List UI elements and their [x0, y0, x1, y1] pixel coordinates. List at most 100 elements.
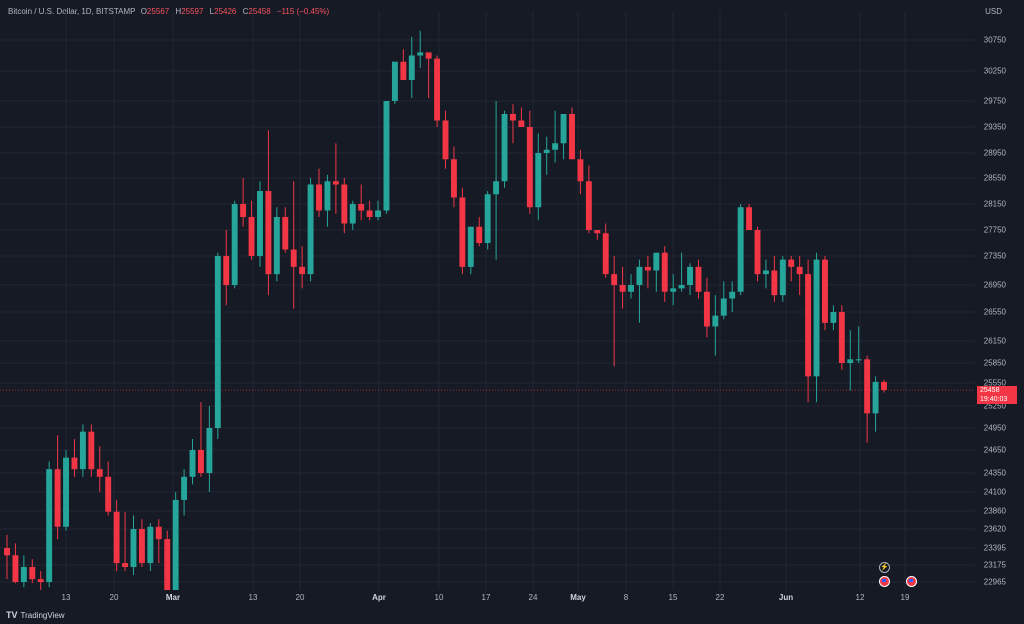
candle-body[interactable]: [341, 184, 348, 224]
symbol-title[interactable]: Bitcoin / U.S. Dollar, 1D, BITSTAMP: [8, 7, 136, 16]
us-flag-icon[interactable]: [879, 576, 890, 587]
candle-body[interactable]: [805, 274, 812, 377]
candle-body[interactable]: [762, 270, 769, 275]
candle-body[interactable]: [265, 191, 272, 275]
candle-body[interactable]: [703, 291, 710, 327]
candle-body[interactable]: [501, 114, 508, 182]
candle-body[interactable]: [400, 61, 407, 80]
lightning-icon[interactable]: ⚡: [879, 562, 890, 573]
candle-body[interactable]: [552, 143, 559, 150]
candle-body[interactable]: [408, 55, 415, 81]
candle-body[interactable]: [198, 450, 204, 473]
candle-body[interactable]: [324, 181, 331, 211]
candle-body[interactable]: [838, 312, 845, 363]
candle-body[interactable]: [299, 266, 306, 275]
candle-body[interactable]: [687, 266, 693, 285]
candle-body[interactable]: [720, 298, 727, 316]
candle-body[interactable]: [847, 359, 854, 363]
candle-body[interactable]: [535, 153, 542, 208]
candle-body[interactable]: [273, 217, 280, 275]
candle-body[interactable]: [88, 431, 95, 470]
candle-body[interactable]: [332, 181, 339, 185]
candle-body[interactable]: [71, 457, 78, 470]
candle-body[interactable]: [569, 114, 575, 160]
candle-body[interactable]: [467, 226, 474, 267]
candle-body[interactable]: [822, 259, 828, 323]
candle-body[interactable]: [391, 61, 398, 101]
candle-body[interactable]: [147, 526, 154, 564]
candle-body[interactable]: [510, 114, 516, 121]
us-flag-icon[interactable]: [906, 576, 917, 587]
candle-body[interactable]: [358, 204, 365, 211]
candle-body[interactable]: [316, 184, 322, 211]
candle-body[interactable]: [484, 194, 491, 243]
candle-body[interactable]: [560, 114, 567, 144]
candle-body[interactable]: [459, 197, 466, 267]
candle-body[interactable]: [594, 230, 601, 234]
candle-body[interactable]: [450, 159, 457, 198]
candle-body[interactable]: [813, 259, 820, 377]
candle-body[interactable]: [164, 539, 171, 590]
candle-body[interactable]: [155, 526, 162, 540]
candle-body[interactable]: [138, 529, 145, 564]
candle-body[interactable]: [619, 285, 626, 292]
candle-body[interactable]: [122, 563, 129, 568]
candle-body[interactable]: [214, 256, 221, 428]
candle-body[interactable]: [830, 312, 837, 323]
candle-body[interactable]: [113, 511, 120, 564]
candle-body[interactable]: [248, 217, 255, 256]
tradingview-brand[interactable]: TV TradingView: [6, 610, 65, 620]
candle-body[interactable]: [172, 499, 179, 590]
candle-body[interactable]: [796, 266, 803, 275]
candle-body[interactable]: [855, 359, 862, 361]
candle-body[interactable]: [585, 181, 592, 230]
candle-body[interactable]: [375, 210, 381, 218]
candle-body[interactable]: [105, 476, 112, 512]
candle-body[interactable]: [577, 159, 584, 182]
candle-body[interactable]: [518, 120, 525, 128]
candle-body[interactable]: [864, 359, 871, 414]
candle-body[interactable]: [282, 217, 289, 250]
candle-body[interactable]: [644, 266, 651, 271]
candle-body[interactable]: [181, 476, 188, 500]
candle-body[interactable]: [661, 252, 668, 292]
candle-body[interactable]: [257, 191, 263, 256]
candle-body[interactable]: [754, 230, 761, 275]
candle-body[interactable]: [493, 181, 500, 195]
candle-body[interactable]: [881, 381, 887, 391]
candle-body[interactable]: [37, 579, 44, 582]
candle-body[interactable]: [240, 204, 247, 217]
candle-body[interactable]: [729, 291, 736, 299]
candle-body[interactable]: [383, 101, 390, 211]
candle-body[interactable]: [46, 469, 53, 582]
candle-body[interactable]: [872, 381, 879, 414]
candle-body[interactable]: [130, 529, 137, 568]
candle-body[interactable]: [366, 210, 373, 218]
candle-body[interactable]: [543, 149, 550, 153]
candle-body[interactable]: [54, 469, 61, 527]
candle-body[interactable]: [695, 266, 702, 292]
candle-body[interactable]: [417, 52, 424, 56]
candle-body[interactable]: [96, 469, 103, 477]
candle-body[interactable]: [189, 450, 196, 477]
candle-body[interactable]: [602, 233, 609, 275]
candle-body[interactable]: [206, 428, 213, 473]
candle-body[interactable]: [476, 226, 483, 243]
candle-body[interactable]: [231, 204, 238, 285]
candle-body[interactable]: [678, 285, 685, 289]
candle-body[interactable]: [425, 52, 432, 59]
candle-body[interactable]: [442, 120, 449, 160]
candle-body[interactable]: [636, 266, 643, 285]
candle-body[interactable]: [349, 204, 356, 224]
candle-body[interactable]: [712, 315, 719, 327]
candle-body[interactable]: [63, 457, 69, 527]
candle-body[interactable]: [670, 288, 677, 292]
candle-body[interactable]: [628, 285, 634, 292]
candle-body[interactable]: [611, 274, 618, 285]
candle-body[interactable]: [79, 431, 86, 470]
candle-body[interactable]: [12, 555, 19, 582]
candle-body[interactable]: [29, 567, 36, 580]
candle-body[interactable]: [779, 259, 786, 296]
candle-body[interactable]: [434, 58, 441, 121]
